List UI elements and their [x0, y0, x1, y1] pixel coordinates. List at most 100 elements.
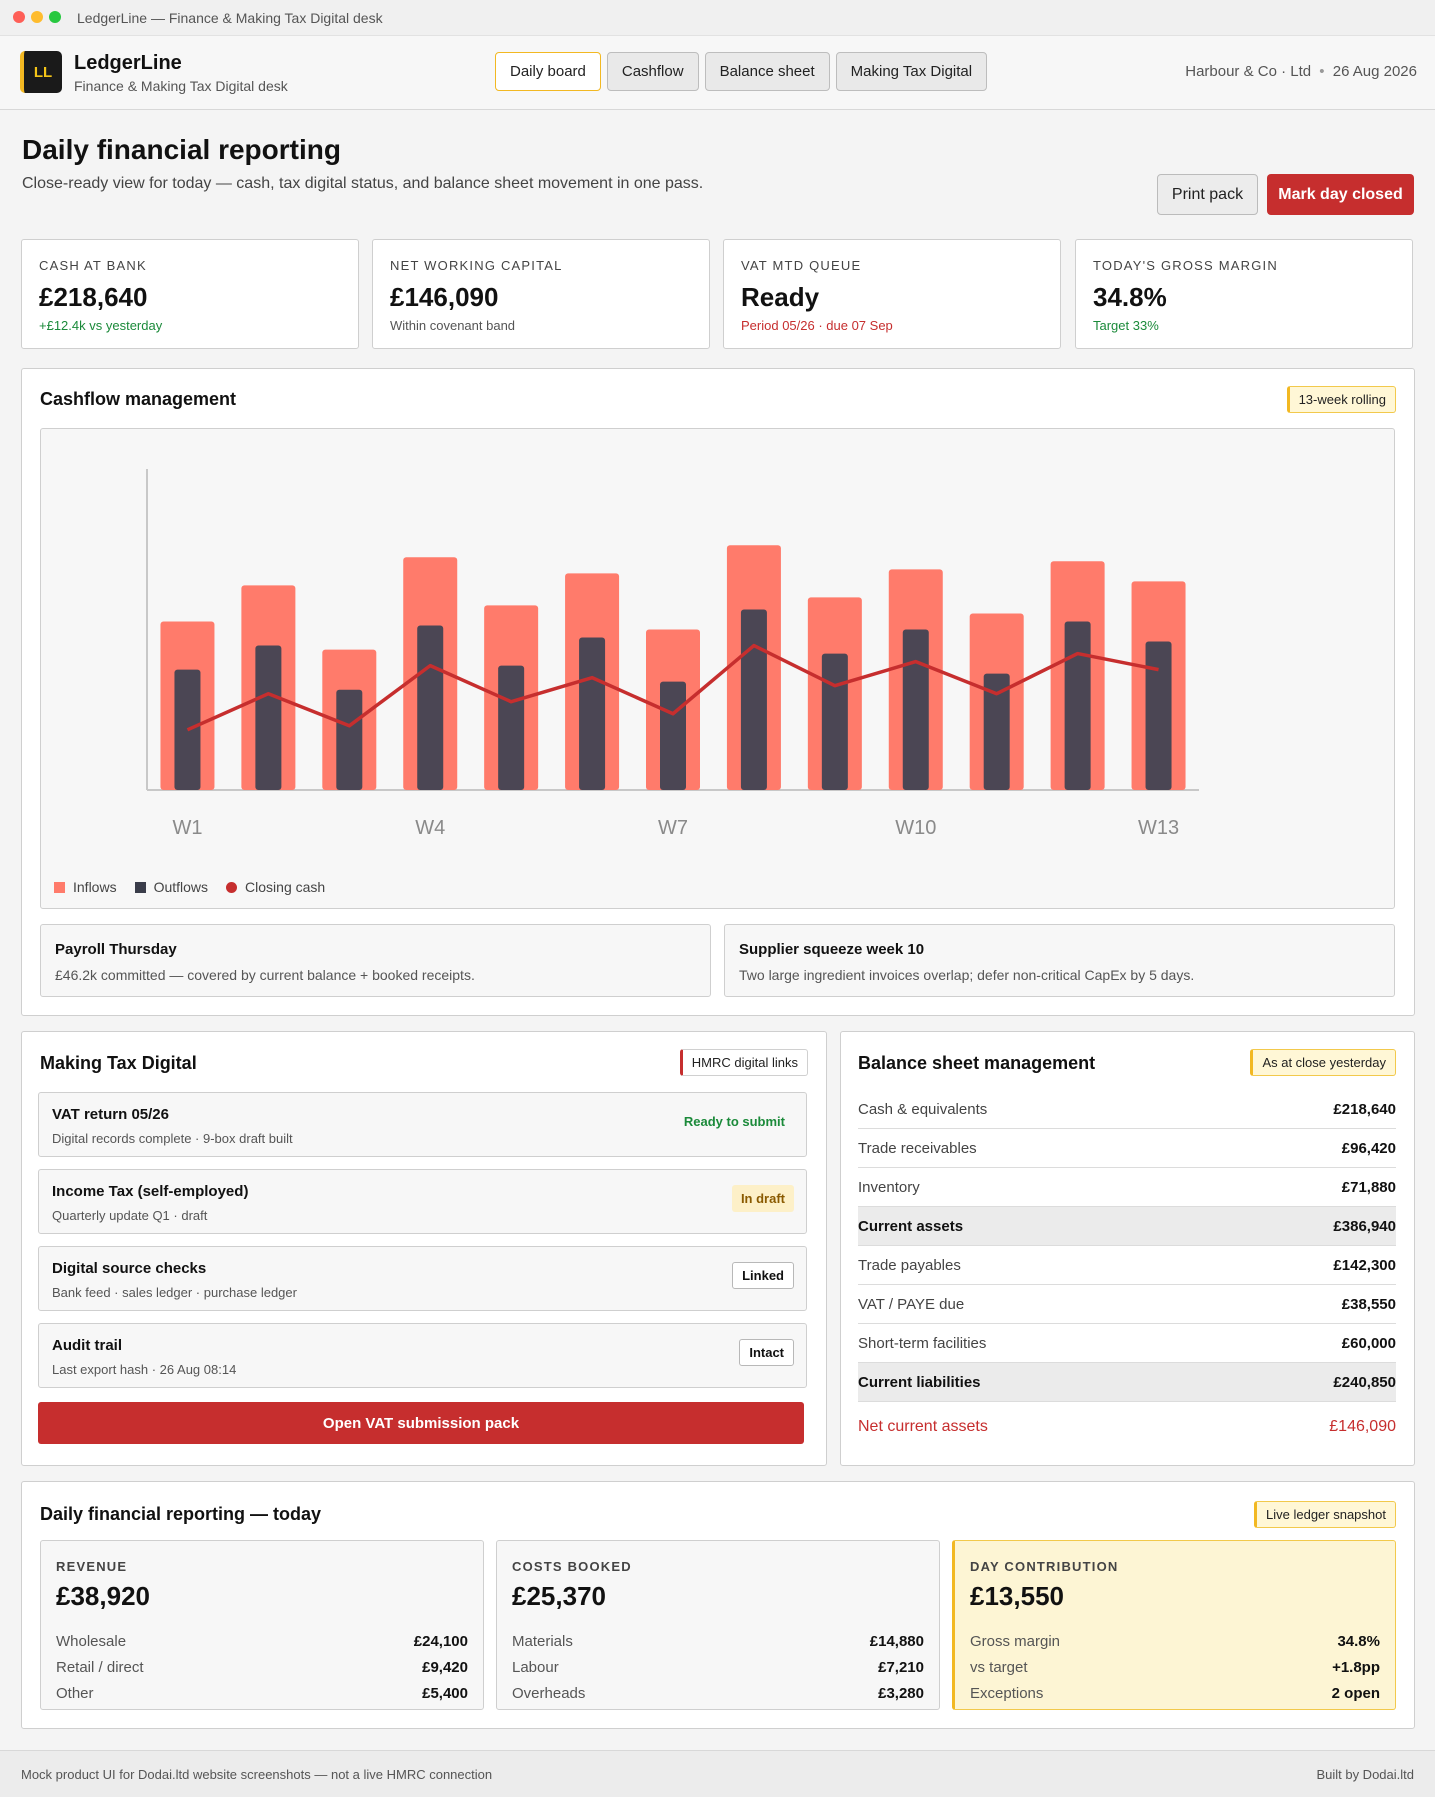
line-label: Overheads: [512, 1685, 586, 1702]
daily-card-revenue: REVENUE £38,920 Wholesale £24,100 Retail …: [40, 1540, 484, 1710]
x-tick-label: W7: [658, 817, 688, 839]
company-name: Harbour & Co · Ltd: [1185, 63, 1312, 80]
x-tick-label: W1: [172, 817, 202, 839]
bs-row-net-current-assets: Net current assets £146,090: [858, 1407, 1396, 1446]
brand-name: LedgerLine: [74, 52, 182, 74]
card-line: Overheads £3,280: [512, 1685, 924, 1705]
bs-label: Net current assets: [858, 1418, 988, 1435]
tab-cashflow[interactable]: Cashflow: [606, 52, 699, 91]
kpi-label: VAT MTD QUEUE: [741, 258, 862, 273]
mtd-item-detail: Last export hash · 26 Aug 08:14: [52, 1362, 237, 1377]
bs-row-current-assets: Current assets £386,940: [858, 1207, 1396, 1246]
mtd-badge: HMRC digital links: [679, 1049, 808, 1076]
card-line: Exceptions 2 open: [970, 1685, 1380, 1705]
brand-subtitle: Finance & Making Tax Digital desk: [74, 78, 288, 94]
mtd-item-title: Audit trail: [52, 1337, 122, 1354]
line-label: Labour: [512, 1659, 559, 1676]
tab-making-tax-digital[interactable]: Making Tax Digital: [835, 52, 988, 91]
company-context: Harbour & Co · Ltd • 26 Aug 2026: [1185, 63, 1417, 80]
x-tick-label: W13: [1138, 817, 1179, 839]
open-vat-submission-button[interactable]: Open VAT submission pack: [38, 1402, 804, 1444]
legend-closing-cash: Closing cash: [226, 879, 325, 895]
bs-row-vat-paye: VAT / PAYE due £38,550: [858, 1285, 1396, 1324]
bs-label: Short-term facilities: [858, 1335, 987, 1352]
maximize-window-button[interactable]: [49, 11, 61, 23]
card-label: DAY CONTRIBUTION: [970, 1559, 1119, 1574]
kpi-note: Within covenant band: [390, 318, 516, 333]
mtd-item-income-tax[interactable]: Income Tax (self-employed) Quarterly upd…: [38, 1169, 807, 1234]
bs-row-current-liabilities: Current liabilities £240,850: [858, 1363, 1396, 1402]
tab-daily-board[interactable]: Daily board: [495, 52, 601, 91]
line-label: Gross margin: [970, 1633, 1061, 1650]
line-value: +1.8pp: [1332, 1659, 1380, 1676]
outflow-bar: [660, 681, 686, 790]
mtd-item-audit-trail[interactable]: Audit trail Last export hash · 26 Aug 08…: [38, 1323, 807, 1388]
bs-label: Inventory: [858, 1179, 920, 1196]
brand-logo: LL: [20, 51, 62, 93]
bs-value: £386,940: [1333, 1218, 1396, 1235]
line-value: 34.8%: [1337, 1633, 1380, 1650]
status-badge: Intact: [739, 1339, 794, 1366]
bs-row-payables: Trade payables £142,300: [858, 1246, 1396, 1285]
outflow-bar: [983, 673, 1010, 790]
page-subtitle: Close-ready view for today — cash, tax d…: [22, 175, 704, 192]
footer-disclaimer: Mock product UI for Dodai.ltd website sc…: [21, 1767, 493, 1782]
card-line: Other £5,400: [56, 1685, 468, 1705]
mtd-item-digital-source-checks[interactable]: Digital source checks Bank feed · sales …: [38, 1246, 807, 1311]
note-text: Two large ingredient invoices overlap; d…: [739, 967, 1195, 983]
bs-row-inventory: Inventory £71,880: [858, 1168, 1396, 1207]
mtd-item-title: Income Tax (self-employed): [52, 1183, 249, 1200]
card-label: COSTS BOOKED: [512, 1559, 632, 1574]
kpi-value: 34.8%: [1093, 282, 1167, 312]
mtd-item-detail: Quarterly update Q1 · draft: [52, 1208, 208, 1223]
line-label: Wholesale: [56, 1633, 127, 1650]
cashflow-chart: W1 W4 W7 W10 W13 Inflows Outflows Closing ca…: [40, 428, 1395, 909]
outflow-bar: [740, 609, 767, 790]
line-label: Other: [56, 1685, 94, 1702]
line-value: £7,210: [878, 1659, 924, 1676]
bs-label: VAT / PAYE due: [858, 1296, 965, 1313]
bs-value: £240,850: [1333, 1374, 1396, 1391]
cashflow-note-supplier: Supplier squeeze week 10 Two large ingre…: [724, 924, 1395, 997]
closing-cash-swatch: [226, 881, 238, 893]
kpi-cash-at-bank: CASH AT BANK £218,640 +£12.4k vs yesterd…: [21, 239, 359, 349]
kpi-vat-mtd-queue: VAT MTD QUEUE Ready Period 05/26 · due 0…: [723, 239, 1061, 349]
card-line: Retail / direct £9,420: [56, 1659, 468, 1679]
line-label: Exceptions: [970, 1685, 1044, 1702]
bs-value: £146,090: [1329, 1418, 1396, 1435]
status-badge: Linked: [732, 1262, 794, 1289]
minimize-window-button[interactable]: [31, 11, 43, 23]
kpi-note: +£12.4k vs yesterday: [39, 318, 163, 333]
cashflow-chart-svg: W1 W4 W7 W10 W13: [146, 469, 1199, 839]
daily-card-costs-booked: COSTS BOOKED £25,370 Materials £14,880 La…: [496, 1540, 940, 1710]
line-value: £9,420: [422, 1659, 468, 1676]
footer-credit: Built by Dodai.ltd: [1316, 1767, 1414, 1782]
outflow-bar: [1064, 621, 1091, 790]
kpi-net-working-capital: NET WORKING CAPITAL £146,090 Within cove…: [372, 239, 710, 349]
kpi-label: TODAY'S GROSS MARGIN: [1093, 258, 1278, 273]
close-window-button[interactable]: [13, 11, 25, 23]
page-title: Daily financial reporting: [22, 134, 341, 165]
outflow-bar: [821, 653, 848, 790]
mtd-item-vat-return[interactable]: VAT return 05/26 Digital records complet…: [38, 1092, 807, 1157]
balance-sheet-panel: Balance sheet management As at close yes…: [840, 1031, 1415, 1466]
outflow-bar: [1145, 641, 1172, 790]
bs-value: £38,550: [1341, 1296, 1396, 1313]
card-line: Gross margin 34.8%: [970, 1633, 1380, 1653]
x-tick-label: W4: [415, 817, 445, 839]
app-header: LL LedgerLine Finance & Making Tax Digit…: [0, 36, 1435, 110]
mark-day-closed-button[interactable]: Mark day closed: [1267, 174, 1414, 215]
bs-value: £60,000: [1341, 1335, 1396, 1352]
main-nav-tabs: Daily board Cashflow Balance sheet Makin…: [495, 52, 988, 91]
bs-label: Current assets: [858, 1218, 964, 1235]
line-value: £14,880: [869, 1633, 924, 1650]
print-pack-button[interactable]: Print pack: [1157, 174, 1258, 215]
card-line: Materials £14,880: [512, 1633, 924, 1653]
legend-label: Outflows: [153, 879, 209, 895]
tab-balance-sheet[interactable]: Balance sheet: [704, 52, 830, 91]
cashflow-badge: 13-week rolling: [1286, 386, 1396, 413]
card-value: £25,370: [512, 1581, 606, 1611]
bs-row-receivables: Trade receivables £96,420: [858, 1129, 1396, 1168]
bs-value: £218,640: [1333, 1101, 1396, 1118]
bs-label: Trade receivables: [858, 1140, 977, 1157]
